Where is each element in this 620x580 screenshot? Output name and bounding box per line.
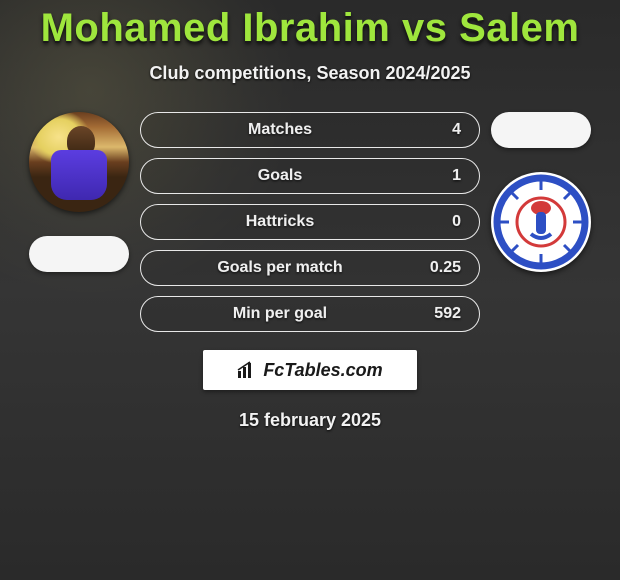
stat-row: Goals per match 0.25 (140, 250, 480, 286)
stat-label: Hattricks (159, 213, 401, 231)
stat-row: Hattricks 0 (140, 204, 480, 240)
stats-table: Matches 4 Goals 1 Hattricks 0 Goals per … (134, 112, 486, 390)
player-right-column (486, 112, 596, 272)
stat-label: Goals (159, 167, 401, 185)
stat-value: 1 (401, 167, 461, 185)
stat-row: Goals 1 (140, 158, 480, 194)
player-left-club-badge (29, 236, 129, 272)
player-left-avatar (29, 112, 129, 212)
stat-label: Matches (159, 121, 401, 139)
bars-icon (237, 361, 259, 379)
comparison-panel: Matches 4 Goals 1 Hattricks 0 Goals per … (0, 112, 620, 390)
player-right-club-badge (491, 172, 591, 272)
stat-value: 0.25 (401, 259, 461, 277)
stat-label: Goals per match (159, 259, 401, 277)
stat-row: Min per goal 592 (140, 296, 480, 332)
stat-value: 4 (401, 121, 461, 139)
stat-row: Matches 4 (140, 112, 480, 148)
stat-label: Min per goal (159, 305, 401, 323)
player-left-column (24, 112, 134, 272)
page-title: Mohamed Ibrahim vs Salem (0, 0, 620, 51)
brand-logo: FcTables.com (203, 350, 417, 390)
stat-value: 0 (401, 213, 461, 231)
club-crest-icon (491, 172, 591, 272)
date-label: 15 february 2025 (0, 410, 620, 431)
brand-text: FcTables.com (263, 360, 382, 381)
stat-value: 592 (401, 305, 461, 323)
player-right-name-badge (491, 112, 591, 148)
subtitle: Club competitions, Season 2024/2025 (0, 63, 620, 84)
